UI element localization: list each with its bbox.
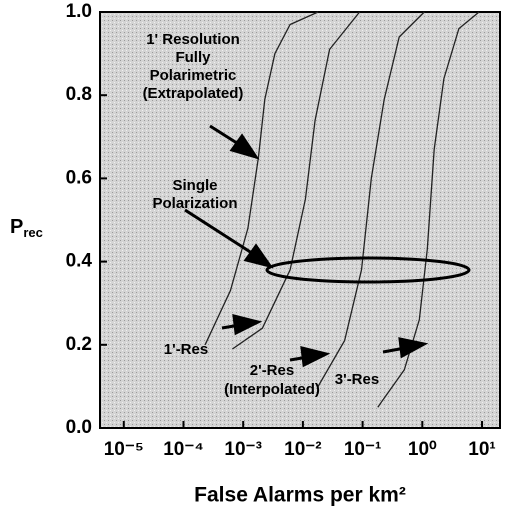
annotation: Single bbox=[172, 177, 217, 194]
x-tick-label: 10⁻² bbox=[284, 439, 322, 460]
annotation: 2'-Res bbox=[250, 362, 294, 379]
curve bbox=[317, 11, 425, 387]
arrow-head bbox=[398, 337, 429, 359]
annotation: 3'-Res bbox=[335, 371, 379, 388]
curve bbox=[232, 11, 361, 350]
y-label-sub: rec bbox=[23, 225, 43, 240]
arrow-head bbox=[232, 314, 263, 336]
y-axis-label: Prec bbox=[10, 216, 43, 240]
y-tick-label: 1.0 bbox=[66, 1, 92, 22]
x-tick-label: 10¹ bbox=[468, 439, 495, 460]
y-tick-label: 0.8 bbox=[66, 84, 92, 105]
annotation: Fully bbox=[175, 49, 211, 66]
x-tick-label: 10⁻¹ bbox=[344, 439, 382, 460]
arrow bbox=[184, 208, 256, 257]
y-tick-label: 0.4 bbox=[66, 251, 93, 272]
curve bbox=[204, 11, 319, 346]
x-tick-label: 10⁻⁴ bbox=[163, 439, 204, 460]
annotation: Polarimetric bbox=[150, 67, 237, 84]
curve bbox=[377, 11, 480, 408]
y-tick-label: 0.6 bbox=[66, 167, 92, 188]
x-axis-label: False Alarms per km² bbox=[194, 484, 406, 507]
annotation: (Extrapolated) bbox=[143, 85, 244, 102]
annotation: 1'-Res bbox=[164, 341, 208, 358]
y-tick-label: 0.0 bbox=[66, 417, 92, 438]
y-tick-label: 0.2 bbox=[66, 334, 92, 355]
y-label-main: P bbox=[10, 216, 23, 238]
arrow-head bbox=[243, 243, 274, 269]
annotation: 1' Resolution bbox=[146, 31, 240, 48]
x-tick-label: 10⁰ bbox=[408, 439, 437, 460]
arrows bbox=[184, 124, 429, 368]
arrow-head bbox=[300, 346, 331, 368]
annotation: Polarization bbox=[152, 195, 237, 212]
x-tick-label: 10⁻⁵ bbox=[104, 439, 144, 460]
ellipse bbox=[265, 256, 471, 284]
arrow-head bbox=[229, 133, 260, 160]
arrow bbox=[209, 124, 241, 147]
annotation: (Interpolated) bbox=[224, 381, 320, 398]
x-tick-label: 10⁻³ bbox=[224, 439, 262, 460]
